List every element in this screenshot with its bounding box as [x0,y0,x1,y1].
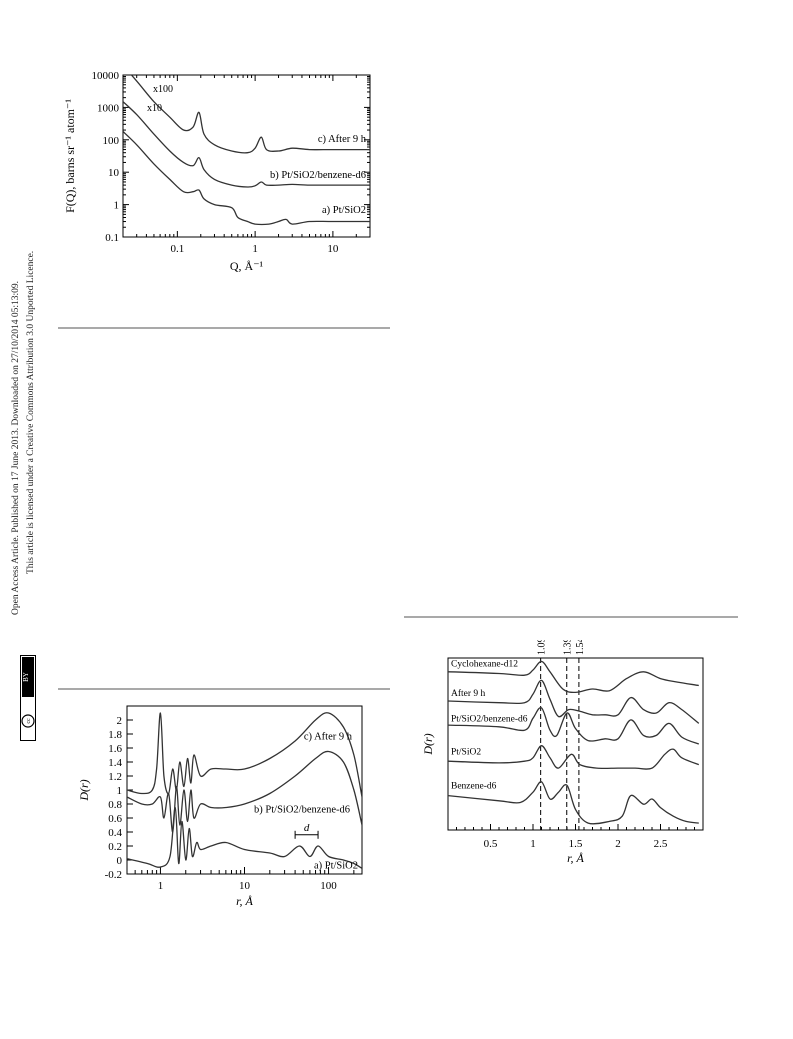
y-tick-label: 1.8 [108,729,122,741]
x-tick-label: 10 [327,243,339,255]
series-label: Pt/SiO2 [451,747,481,757]
annotation-d: d [304,822,310,834]
y-tick-label: 1.2 [108,771,122,783]
vline-label: 1.54 [575,640,586,655]
x-axis-label: r, Å [567,851,584,865]
y-tick-label: 0.6 [108,813,122,825]
y-tick-label: 1 [117,785,123,797]
y-tick-label: -0.2 [105,869,122,881]
separator-rule-1 [58,327,390,329]
fq-chart: 0.1 1 10 0.1 1 10 100 1000 10000 Q, Å⁻¹ F(Q), barn… [63,70,371,273]
y-tick-label: 0 [117,855,123,867]
y-tick-label: 1.6 [108,743,122,755]
series-label: Pt/SiO2/benzene-d6 [451,715,528,725]
series-label: b) Pt/SiO2/benzene-d6 [270,170,366,181]
y-tick-label: 0.1 [105,232,119,244]
y-tick-label: 0.4 [108,827,122,839]
series-label: c) After 9 h [318,134,367,145]
x-tick-label: 0.5 [484,838,498,850]
separator-rule-2 [58,688,390,690]
y-axis-label: D(r) [77,779,91,801]
y-tick-label: 100 [103,135,120,147]
x-tick-label: 10 [239,880,251,892]
x-axis-label: Q, Å⁻¹ [230,259,264,273]
dr-log-chart: -0.2 0 0.2 0.4 0.6 0.8 1 1.2 1.4 1.6 1.8 2 1 10 100 r, … [77,705,363,908]
licence-line-1: Open Access Article. Published on 17 Jun… [11,280,21,615]
series-label: b) Pt/SiO2/benzene-d6 [254,804,350,815]
series-line [448,706,700,745]
series-line [448,679,700,724]
y-tick-label: 1.4 [108,757,122,769]
plot-frame [122,74,371,238]
series-label: Cyclohexane-d12 [451,660,518,670]
x-tick-label: 1.5 [569,838,583,850]
series-line [127,806,362,869]
series-line [130,75,370,154]
cc-logo-icon [21,714,35,728]
y-axis-label: F(Q), barns sr⁻¹ atom⁻¹ [63,99,77,213]
series-line [448,660,699,694]
y-tick-label: 1 [114,200,120,212]
series-line [123,131,370,226]
badge-cc-label: cc [26,718,32,724]
x-axis-label: r, Å [236,894,253,908]
annotation-x10: x10 [147,103,162,114]
x-tick-label: 1 [530,838,536,850]
series-label: a) Pt/SiO2 [322,205,366,216]
series-label: a) Pt/SiO2 [314,860,358,871]
y-tick-label: 2 [117,715,123,727]
series-line [123,101,370,188]
y-tick-label: 1000 [97,102,120,114]
x-tick-label: 1 [252,243,258,255]
series-line [127,750,362,833]
series-label: c) After 9 h [304,732,353,743]
x-tick-label: 0.1 [170,243,184,255]
dr-linear-chart: 0.5 1 1.5 2 2.5 r, Å D(r) 1.09 1.397 1.54 Cyclohex… [421,640,704,865]
series-label: Benzene-d6 [451,782,497,792]
licence-line-2: This article is licensed under a Creativ… [26,250,36,574]
x-tick-label: 1 [158,880,164,892]
vline-label: 1.09 [537,640,548,655]
series-line [448,745,700,770]
y-tick-label: 10000 [92,70,120,82]
badge-by-block [22,657,34,697]
cc-by-badge[interactable]: BY cc [20,655,36,741]
plot-frame [447,657,704,831]
annotation-x100: x100 [153,84,173,95]
x-tick-label: 2.5 [654,838,668,850]
y-tick-label: 0.8 [108,799,122,811]
badge-by-label: BY [22,672,30,682]
y-axis-label: D(r) [421,733,435,755]
y-tick-label: 10 [108,167,120,179]
vline-label: 1.397 [563,640,574,655]
licence-sidebar: Open Access Article. Published on 17 Jun… [0,0,40,1039]
x-tick-label: 2 [615,838,621,850]
series-line [448,781,699,825]
separator-rule-3 [404,616,738,618]
series-line [127,712,362,798]
x-tick-label: 100 [320,880,337,892]
series-label: After 9 h [451,688,486,699]
y-tick-label: 0.2 [108,841,122,853]
